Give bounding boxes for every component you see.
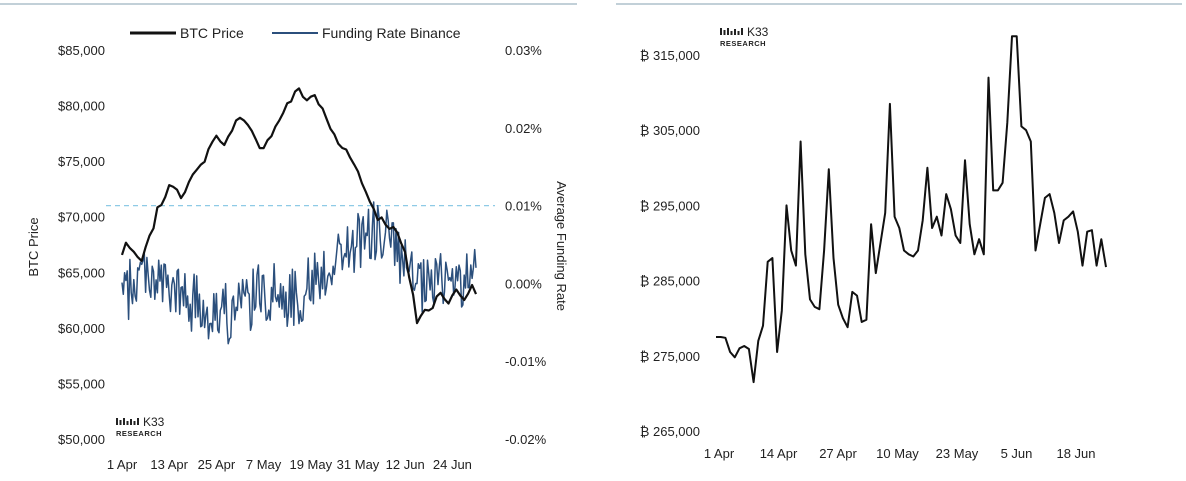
y-tick-label: $55,000 [58,376,105,391]
logo-subtext: RESEARCH [116,429,162,438]
y-tick-label: ₿ 265,000 [640,424,700,439]
btc-funding-chart: BTC Price Funding Rate Binance BTC Price… [26,25,569,472]
legend: BTC Price Funding Rate Binance [130,25,461,41]
y2-tick-label: 0.02% [505,121,542,136]
x-tick-label: 1 Apr [704,446,735,461]
y-tick-label: $70,000 [58,210,105,225]
y-tick-label: ₿ 305,000 [640,123,700,138]
y-axis-ticks: $50,000 $55,000 $60,000 $65,000 $70,000 $75,0… [58,43,105,447]
x-tick-label: 31 May [337,457,380,472]
y-tick-label: $75,000 [58,154,105,169]
y2-tick-label: 0.00% [505,276,542,291]
x-axis-ticks: 1 Apr 14 Apr 27 Apr 10 May 23 May 5 Jun 18 Jun [704,446,1096,461]
y-tick-label: $85,000 [58,43,105,58]
y2-axis-title: Average Funding Rate [554,181,569,311]
x-tick-label: 7 May [246,457,282,472]
x-tick-label: 27 Apr [819,446,857,461]
x-tick-label: 25 Apr [198,457,236,472]
btc-denominated-series-line [716,35,1107,384]
x-tick-label: 19 May [289,457,332,472]
y-axis-title: BTC Price [26,217,41,276]
x-tick-label: 13 Apr [150,457,188,472]
x-tick-label: 10 May [876,446,919,461]
y-tick-label: ₿ 315,000 [640,48,700,63]
btc-price-series-line [120,87,478,325]
y-tick-label: $80,000 [58,99,105,114]
y2-tick-label: -0.01% [505,354,547,369]
logo-mark-icon [720,28,743,35]
legend-label-funding: Funding Rate Binance [322,25,461,41]
funding-rate-series-line [121,201,477,345]
y-tick-label: ₿ 275,000 [640,349,700,364]
y-tick-label: $65,000 [58,265,105,280]
x-tick-label: 5 Jun [1001,446,1033,461]
logo-text: K33 [143,415,165,429]
legend-label-btc: BTC Price [180,25,244,41]
k33-logo: K33 RESEARCH [720,25,769,48]
y2-tick-label: -0.02% [505,432,547,447]
x-tick-label: 24 Jun [433,457,472,472]
y2-tick-label: 0.03% [505,43,542,58]
x-tick-label: 14 Apr [760,446,798,461]
x-tick-label: 1 Apr [107,457,138,472]
btc-denominated-chart: ₿ 265,000 ₿ 275,000 ₿ 285,000 ₿ 295,000 ₿ 30… [640,25,1107,461]
y-tick-label: $60,000 [58,321,105,336]
x-tick-label: 23 May [936,446,979,461]
y-tick-label: $50,000 [58,432,105,447]
k33-logo: K33 RESEARCH [116,415,165,438]
y2-tick-label: 0.01% [505,199,542,214]
y-tick-label: ₿ 285,000 [640,274,700,289]
y-tick-label: ₿ 295,000 [640,198,700,213]
logo-text: K33 [747,25,769,39]
logo-subtext: RESEARCH [720,39,766,48]
x-tick-label: 18 Jun [1056,446,1095,461]
x-tick-label: 12 Jun [386,457,425,472]
y2-axis-ticks: -0.02% -0.01% 0.00% 0.01% 0.02% 0.03% [505,43,547,447]
y-axis-ticks: ₿ 265,000 ₿ 275,000 ₿ 285,000 ₿ 295,000 ₿ 30… [640,48,700,439]
x-axis-ticks: 1 Apr 13 Apr 25 Apr 7 May 19 May 31 May 12 Jun… [107,457,472,472]
logo-mark-icon [116,418,139,425]
